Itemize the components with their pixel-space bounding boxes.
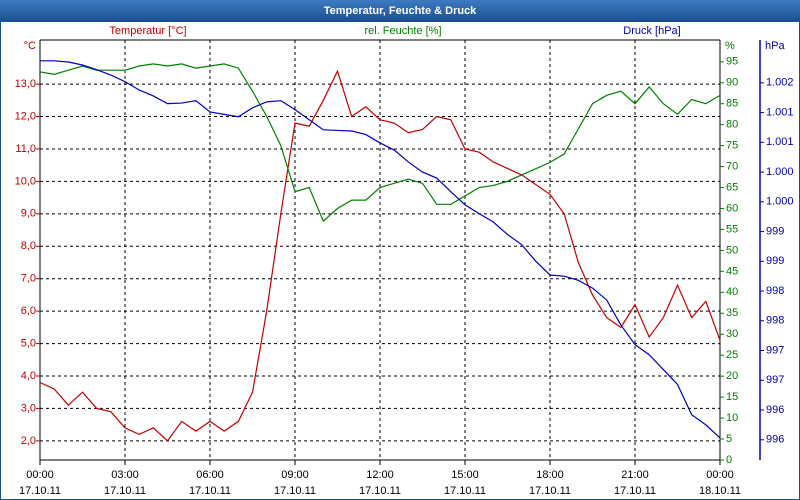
x-tick-label: 03:00 bbox=[111, 469, 139, 481]
y-tick-label: 4,0 bbox=[21, 370, 36, 382]
y-tick-label: 12,0 bbox=[15, 110, 36, 122]
y2-tick-label: 80 bbox=[726, 119, 738, 131]
y-tick-label: 10,0 bbox=[15, 175, 36, 187]
x-tick-date: 18.10.11 bbox=[699, 485, 741, 497]
y3-unit: hPa bbox=[765, 40, 785, 52]
x-tick-date: 17.10.11 bbox=[19, 485, 61, 497]
x-tick-date: 17.10.11 bbox=[444, 485, 486, 497]
y2-tick-label: 5 bbox=[726, 433, 732, 445]
x-tick-date: 17.10.11 bbox=[614, 485, 656, 497]
y2-tick-label: 25 bbox=[726, 349, 738, 361]
y2-tick-label: 50 bbox=[726, 244, 738, 256]
y-tick-label: 9,0 bbox=[21, 208, 36, 220]
x-tick-label: 00:00 bbox=[706, 469, 734, 481]
y2-tick-label: 90 bbox=[726, 77, 738, 89]
y2-tick-label: 60 bbox=[726, 202, 738, 214]
y-axis-title: Temperatur [°C] bbox=[109, 25, 186, 37]
y2-tick-label: 40 bbox=[726, 286, 738, 298]
y2-tick-label: 95 bbox=[726, 56, 738, 68]
x-tick-date: 17.10.11 bbox=[274, 485, 316, 497]
y2-tick-label: 85 bbox=[726, 98, 738, 110]
x-tick-date: 17.10.11 bbox=[359, 485, 401, 497]
series-line bbox=[40, 60, 721, 439]
x-tick-label: 00:00 bbox=[26, 469, 54, 481]
y-tick-label: 13,0 bbox=[15, 78, 36, 90]
x-tick-label: 18:00 bbox=[536, 469, 564, 481]
y-tick-label: 3,0 bbox=[21, 402, 36, 414]
x-tick-label: 12:00 bbox=[366, 469, 394, 481]
y-tick-label: 8,0 bbox=[21, 240, 36, 252]
y3-tick-label: 998 bbox=[766, 315, 784, 327]
y2-tick-label: 15 bbox=[726, 391, 738, 403]
y-tick-label: 11,0 bbox=[15, 143, 36, 155]
y2-tick-label: 30 bbox=[726, 328, 738, 340]
y2-tick-label: 0 bbox=[726, 454, 732, 466]
series-line bbox=[39, 63, 721, 223]
y3-tick-label: 999 bbox=[766, 225, 784, 237]
y-tick-label: 5,0 bbox=[21, 337, 36, 349]
y3-tick-label: 997 bbox=[766, 374, 784, 386]
y3-tick-label: 1.001 bbox=[766, 106, 794, 118]
y-tick-label: 7,0 bbox=[21, 273, 36, 285]
x-tick-date: 17.10.11 bbox=[189, 485, 231, 497]
x-tick-label: 15:00 bbox=[451, 469, 479, 481]
x-tick-label: 09:00 bbox=[281, 469, 309, 481]
y2-tick-label: 45 bbox=[726, 265, 738, 277]
y2-unit: % bbox=[725, 40, 735, 52]
x-tick-date: 17.10.11 bbox=[529, 485, 571, 497]
y2-tick-label: 55 bbox=[726, 223, 738, 235]
x-tick-label: 21:00 bbox=[621, 469, 649, 481]
y-tick-label: 6,0 bbox=[21, 305, 36, 317]
y3-axis-title: Druck [hPa] bbox=[623, 25, 680, 37]
chart-title: Temperatur, Feuchte & Druck bbox=[324, 5, 477, 17]
y3-tick-label: 1.001 bbox=[766, 136, 794, 148]
y2-tick-label: 75 bbox=[726, 140, 738, 152]
y3-tick-label: 1.002 bbox=[766, 77, 794, 89]
y3-tick-label: 998 bbox=[766, 285, 784, 297]
x-tick-label: 06:00 bbox=[196, 469, 224, 481]
y3-tick-label: 996 bbox=[766, 404, 784, 416]
y2-tick-label: 20 bbox=[726, 370, 738, 382]
y2-axis-title: rel. Feuchte [%] bbox=[364, 25, 441, 37]
y2-tick-label: 10 bbox=[726, 412, 738, 424]
y2-tick-label: 35 bbox=[726, 307, 738, 319]
y3-tick-label: 1.000 bbox=[766, 196, 794, 208]
y3-tick-label: 997 bbox=[766, 344, 784, 356]
y-tick-label: 2,0 bbox=[21, 435, 36, 447]
y3-tick-label: 999 bbox=[766, 255, 784, 267]
y2-tick-label: 65 bbox=[726, 181, 738, 193]
y2-tick-label: 70 bbox=[726, 160, 738, 172]
x-tick-date: 17.10.11 bbox=[104, 485, 146, 497]
y-unit: °C bbox=[24, 40, 36, 52]
series-line bbox=[39, 69, 721, 442]
y3-tick-label: 1.000 bbox=[766, 166, 794, 178]
y3-tick-label: 996 bbox=[766, 434, 784, 446]
title-bar bbox=[0, 0, 800, 22]
